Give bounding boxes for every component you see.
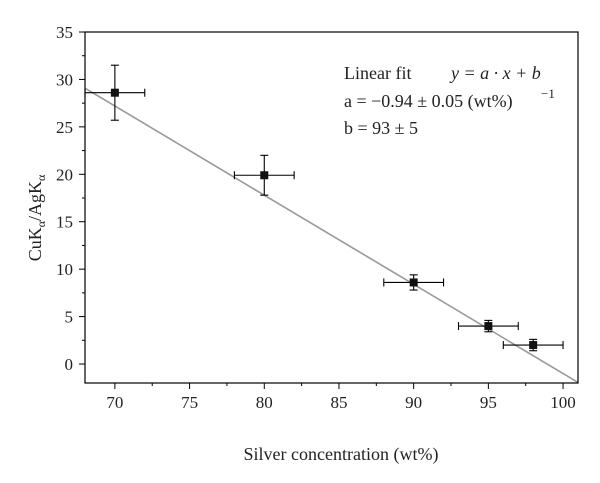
data-point xyxy=(502,338,564,352)
x-tick-label: 75 xyxy=(181,393,198,412)
data-point xyxy=(457,319,519,333)
y-tick-label: 0 xyxy=(65,355,74,374)
fit-a-exponent: −1 xyxy=(541,86,555,101)
fit-equation: y = a · x + b xyxy=(449,63,541,83)
fit-line-layer xyxy=(85,87,578,383)
x-tick-label: 80 xyxy=(256,393,273,412)
x-tick-label: 70 xyxy=(106,393,123,412)
y-tick-label: 30 xyxy=(56,70,73,89)
x-tick-label: 95 xyxy=(480,393,497,412)
square-marker xyxy=(260,171,269,180)
square-marker xyxy=(409,278,418,287)
y-title-sub1: α xyxy=(34,220,48,227)
y-title-cu: CuK xyxy=(25,227,45,261)
data-point xyxy=(84,64,146,121)
fit-line xyxy=(85,87,578,383)
y-axis-title: CuKα/AgKα xyxy=(25,174,48,261)
data-points-layer xyxy=(84,64,564,352)
y-tick-label: 5 xyxy=(65,308,74,327)
y-tick-label: 15 xyxy=(56,213,73,232)
x-tick-label: 85 xyxy=(330,393,347,412)
x-axis-title: Silver concentration (wt%) xyxy=(244,444,439,465)
plot-frame xyxy=(84,31,579,384)
square-marker xyxy=(484,322,493,331)
y-title-sub2: α xyxy=(34,174,48,181)
y-tick-label: 25 xyxy=(56,118,73,137)
fit-a-value: a = −0.94 ± 0.05 (wt%) xyxy=(344,91,513,112)
data-point xyxy=(383,274,445,291)
data-point xyxy=(233,154,295,196)
square-marker xyxy=(110,88,119,97)
y-tick-label: 20 xyxy=(56,165,73,184)
fit-title: Linear fit xyxy=(344,63,411,83)
axis-ticks: 70 75 80 85 90 95 100 0 5 10 15 20 25 30 35 xyxy=(56,23,576,412)
y-title-ag: /AgK xyxy=(25,181,45,221)
fit-b-value: b = 93 ± 5 xyxy=(344,118,418,138)
x-tick-label: 100 xyxy=(550,393,576,412)
y-tick-label: 10 xyxy=(56,260,73,279)
x-tick-label: 90 xyxy=(405,393,422,412)
fit-annotation: Linear fit y = a · x + b a = −0.94 ± 0.0… xyxy=(344,63,555,138)
y-tick-label: 35 xyxy=(56,23,73,42)
square-marker xyxy=(529,341,538,350)
